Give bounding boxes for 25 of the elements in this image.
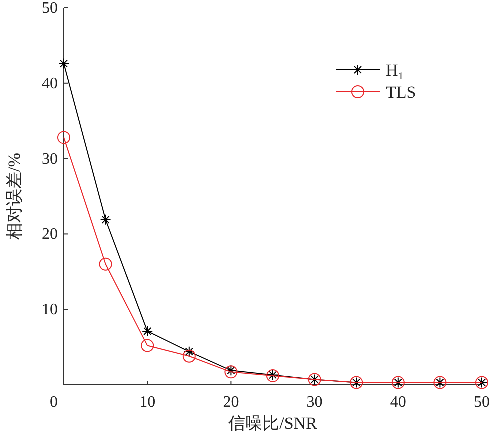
point xyxy=(100,214,112,226)
y-axis-title: 相对误差/% xyxy=(5,153,24,240)
y-tick-label: 50 xyxy=(42,0,58,17)
point xyxy=(99,258,112,271)
point xyxy=(226,365,237,376)
point xyxy=(58,131,70,144)
legend-label: TLS xyxy=(386,83,416,102)
point xyxy=(142,326,154,337)
y-tick-label: 10 xyxy=(42,302,58,319)
y-tick-label: 20 xyxy=(42,226,58,244)
x-tick-label: 20 xyxy=(223,394,240,411)
y-tick-label: 30 xyxy=(42,150,58,168)
x-tick-label: 50 xyxy=(474,394,490,411)
x-tick-label: 30 xyxy=(306,394,323,411)
point xyxy=(141,339,154,352)
y-tick-label: 40 xyxy=(42,75,58,92)
point xyxy=(58,58,70,70)
point xyxy=(224,366,238,379)
legend-label: H₁ xyxy=(386,61,404,80)
x-tick-label: 0 xyxy=(50,394,58,411)
x-tick-label: 40 xyxy=(390,394,406,411)
x-tick-label: 10 xyxy=(140,394,156,411)
point xyxy=(182,350,196,363)
x-axis-title: 信噪比/SNR xyxy=(228,414,318,433)
point xyxy=(184,346,195,358)
